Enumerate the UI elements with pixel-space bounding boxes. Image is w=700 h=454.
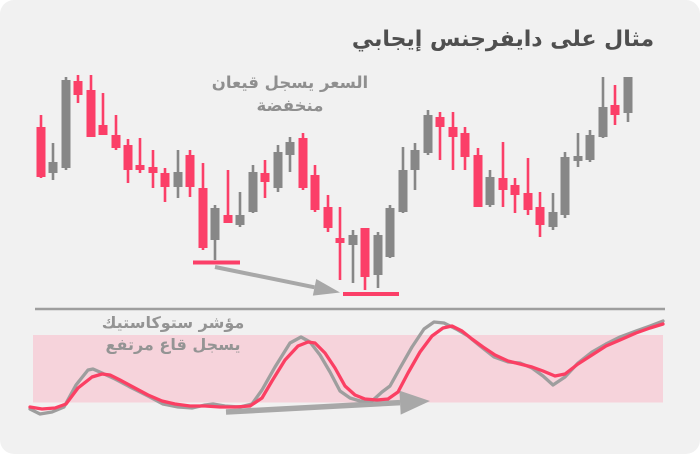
candle-body — [523, 193, 533, 210]
candle-body — [398, 170, 408, 212]
candle-body — [560, 157, 570, 215]
candle-body — [185, 155, 195, 187]
candle-body — [448, 127, 458, 137]
divergence-arrow-head — [312, 278, 340, 296]
stochastic-annotation: مؤشر ستوكاستيك يسجل قاع مرتفع — [78, 312, 268, 356]
candle-body — [385, 208, 395, 257]
candle-body — [198, 188, 208, 248]
chart-title: مثال على دايفرجنس إيجابي — [351, 27, 655, 52]
divergence-arrow-head — [399, 390, 430, 415]
candle-body — [148, 167, 158, 173]
candle-body — [460, 133, 470, 157]
candle-body — [285, 142, 295, 155]
candle-body — [373, 235, 383, 275]
candle-body — [360, 228, 370, 277]
candle-body — [48, 162, 58, 173]
candle-body — [86, 90, 96, 137]
candle-body — [598, 107, 608, 137]
candle-body — [36, 127, 46, 177]
candle-body — [498, 178, 508, 190]
candle-body — [423, 115, 433, 153]
price-lows-annotation-line1: السعر يسجل قيعان — [211, 73, 369, 92]
stochastic-annotation-line1: مؤشر ستوكاستيك — [101, 313, 245, 332]
candle-body — [535, 207, 545, 225]
candle-body — [98, 125, 108, 135]
candle-body — [135, 165, 145, 170]
price-lows-annotation: السعر يسجل قيعان منخفضة — [193, 71, 387, 117]
candle-body — [248, 172, 258, 212]
candle-body — [173, 172, 183, 187]
stochastic-k-line — [28, 322, 665, 411]
candle-body — [410, 150, 420, 170]
candle-body — [610, 105, 620, 115]
candle-body — [573, 156, 583, 161]
divergence-arrow-shaft — [225, 399, 401, 415]
candle-body — [273, 152, 283, 188]
candle-body — [123, 145, 133, 170]
candle-body — [160, 173, 170, 187]
candle-body — [485, 177, 495, 205]
divergence-arrow-shaft — [214, 265, 315, 290]
candle-body — [585, 135, 595, 160]
candle-body — [435, 117, 445, 127]
candle-body — [473, 155, 483, 207]
candle-body — [111, 135, 121, 148]
candle-body — [73, 81, 83, 95]
candle-body — [61, 80, 71, 168]
candle-body — [298, 138, 308, 188]
candle-body — [310, 175, 320, 210]
candle-body — [548, 212, 558, 227]
price-lows-annotation-line2: منخفضة — [256, 96, 324, 115]
candle-body — [223, 215, 233, 223]
candle-body — [335, 238, 345, 243]
candle-body — [323, 207, 333, 228]
candle-body — [510, 185, 520, 195]
candle-body — [348, 235, 358, 245]
candle-body — [623, 77, 633, 113]
candle-body — [210, 208, 220, 240]
stochastic-annotation-line2: يسجل قاع مرتفع — [105, 335, 241, 354]
candle-body — [235, 215, 245, 225]
candle-body — [260, 173, 270, 182]
